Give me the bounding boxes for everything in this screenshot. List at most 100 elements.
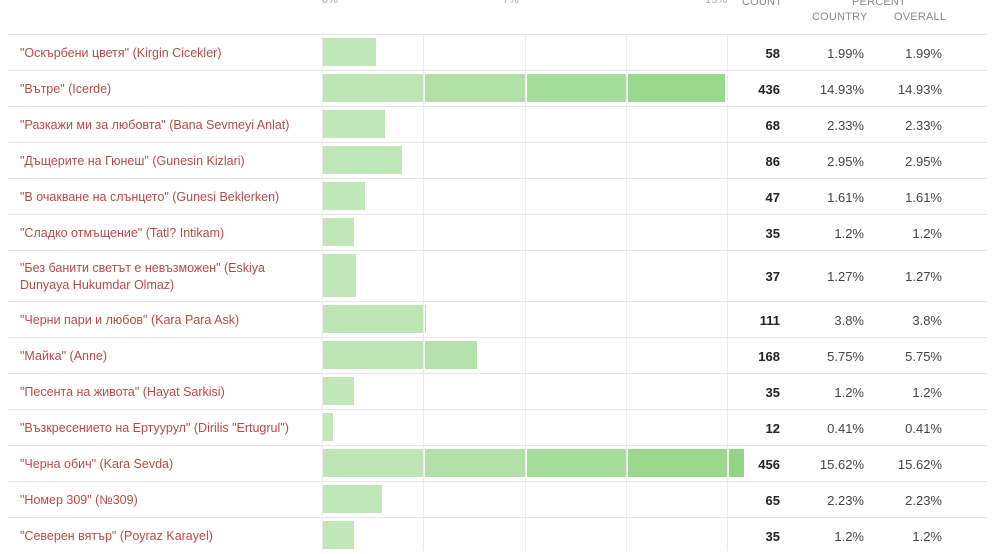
percent-country-value: 15.62%	[819, 456, 864, 472]
row-label-link[interactable]: "Оскърбени цветя" (Kirgin Cicekler)	[20, 35, 310, 71]
bar-segment	[323, 485, 383, 513]
percent-overall-value: 2.33%	[905, 117, 942, 133]
table-row: "Вътре" (Icerde) 436 14.93% 14.93%	[8, 70, 987, 107]
bar-segment	[323, 305, 424, 333]
bar-segment	[323, 38, 376, 66]
row-label-text: "Възкресението на Ертуурул" (Dirilis "Er…	[20, 420, 289, 435]
row-label-text: "Дъщерите на Гюнеш" (Gunesin Kizlari)	[20, 153, 245, 168]
count-value: 35	[765, 225, 780, 241]
row-label-link[interactable]: "Северен вятър" (Poyraz Karayel)	[20, 518, 310, 554]
row-label-link[interactable]: "Майка" (Anne)	[20, 338, 310, 374]
grid-line	[423, 34, 425, 551]
count-value: 35	[765, 528, 780, 544]
count-value: 47	[765, 189, 780, 205]
bar-segment	[526, 449, 626, 477]
count-value: 111	[759, 312, 780, 328]
percent-country-value: 1.2%	[834, 225, 864, 241]
bar-segment	[323, 377, 355, 405]
percent-overall-value: 3.8%	[912, 312, 942, 328]
x-tick-label: 15%	[704, 0, 727, 6]
percent-country-value: 1.2%	[834, 528, 864, 544]
percent-country-value: 0.41%	[827, 420, 864, 436]
x-tick-label: 7%	[503, 0, 519, 6]
percent-overall-value: 14.93%	[897, 81, 942, 97]
bar-segment	[627, 449, 727, 477]
count-value: 37	[765, 269, 780, 284]
table-row: "Майка" (Anne) 168 5.75% 5.75%	[8, 337, 987, 374]
count-value: 68	[765, 117, 780, 133]
row-label-link[interactable]: "Черни пари и любов" (Kara Para Ask)	[20, 302, 310, 338]
bar-segment	[323, 413, 334, 441]
count-value: 456	[758, 456, 780, 472]
table-row: "Дъщерите на Гюнеш" (Gunesin Kizlari) 86 2…	[8, 142, 987, 179]
percent-country-value: 1.2%	[834, 384, 864, 400]
table-row: "В очакване на слънцето" (Gunesi Beklerk…	[8, 178, 987, 215]
percent-overall-value: 1.2%	[912, 528, 942, 544]
row-label-text: "Сладко отмъщение" (Tatl? Intikam)	[20, 225, 225, 240]
row-label-link[interactable]: "Песента на живота" (Hayat Sarkisi)	[20, 374, 310, 410]
grid-line	[727, 34, 728, 551]
percent-overall-value: 0.41%	[905, 420, 942, 436]
count-value: 168	[758, 348, 780, 364]
row-label-text: "Оскърбени цветя" (Kirgin Cicekler)	[20, 45, 222, 60]
count-value: 58	[765, 45, 780, 61]
percent-overall-value: 2.95%	[905, 153, 942, 169]
grid-line	[625, 34, 627, 551]
row-label-link[interactable]: "Номер 309" (№309)	[20, 482, 310, 518]
row-label-link[interactable]: "Без банити светът е невъзможен" (Eskiya…	[20, 251, 310, 302]
row-label-link[interactable]: "Черна обич" (Kara Sevda)	[20, 446, 310, 482]
percent-overall-value: 1.2%	[912, 225, 942, 241]
percent-country-value: 3.8%	[834, 312, 864, 328]
bar-segment	[323, 146, 402, 174]
percent-header: PERCENT	[852, 0, 906, 8]
row-label-text: "Номер 309" (№309)	[20, 492, 138, 507]
bar-segment	[323, 218, 355, 246]
row-label-link[interactable]: "Вътре" (Icerde)	[20, 71, 310, 107]
table-row: "Песента на живота" (Hayat Sarkisi) 35 1.2…	[8, 373, 987, 410]
table-row: "Номер 309" (№309) 65 2.23% 2.23%	[8, 481, 987, 518]
percent-overall-value: 2.23%	[905, 492, 942, 508]
percent-overall-value: 1.27%	[905, 269, 942, 284]
bar-segment	[425, 341, 478, 369]
table-row: "Без банити светът е невъзможен" (Eskiya…	[8, 250, 987, 302]
row-label-text: "Черни пари и любов" (Kara Para Ask)	[20, 312, 240, 327]
bar-segment	[425, 449, 525, 477]
table-row: "Черни пари и любов" (Kara Para Ask) 111 3…	[8, 301, 987, 338]
percent-overall-value: 1.99%	[905, 45, 942, 61]
row-label-text: "Вътре" (Icerde)	[20, 81, 112, 96]
row-label-link[interactable]: "В очакване на слънцето" (Gunesi Beklerk…	[20, 179, 310, 215]
percent-overall-value: 1.2%	[912, 384, 942, 400]
row-label-link[interactable]: "Сладко отмъщение" (Tatl? Intikam)	[20, 215, 310, 251]
table-row: "Черна обич" (Kara Sevda) 456 15.62% 15.62%	[8, 445, 987, 482]
row-label-text: "В очакване на слънцето" (Gunesi Beklerk…	[20, 189, 280, 204]
bar-segment	[729, 449, 744, 477]
bar-segment	[323, 449, 424, 477]
bar-segment	[323, 110, 385, 138]
count-header: COUNT	[742, 0, 783, 8]
row-label-link[interactable]: "Дъщерите на Гюнеш" (Gunesin Kizlari)	[20, 143, 310, 179]
percent-country-value: 1.27%	[827, 269, 864, 284]
count-value: 35	[765, 384, 780, 400]
count-value: 65	[765, 492, 780, 508]
bar-segment	[323, 182, 366, 210]
percent-country-value: 2.95%	[827, 153, 864, 169]
percent-country-value: 5.75%	[827, 348, 864, 364]
count-value: 86	[765, 153, 780, 169]
table-row: "Възкресението на Ертуурул" (Dirilis "Er…	[8, 409, 987, 446]
row-label-link[interactable]: "Разкажи ми за любовта" (Bana Sevmeyi An…	[20, 107, 310, 143]
grid-line	[524, 34, 526, 551]
table-row: "Северен вятър" (Poyraz Karayel) 35 1.2% 1.…	[8, 517, 987, 554]
count-value: 12	[765, 420, 780, 436]
table-row: "Разкажи ми за любовта" (Bana Sevmeyi An…	[8, 106, 987, 143]
percent-country-value: 14.93%	[819, 81, 864, 97]
overall-header: OVERALL	[894, 11, 947, 23]
table-row: "Оскърбени цветя" (Kirgin Cicekler) 58 1.9…	[8, 34, 987, 71]
row-label-link[interactable]: "Възкресението на Ертуурул" (Dirilis "Er…	[20, 410, 310, 446]
bar-segment	[425, 74, 525, 102]
bar-segment	[627, 74, 726, 102]
percent-overall-value: 1.61%	[905, 189, 942, 205]
bar-segment	[323, 254, 357, 297]
row-label-text: "Без банити светът е невъзможен" (Eskiya…	[20, 260, 265, 292]
percent-country-value: 1.99%	[827, 45, 864, 61]
bar-segment	[323, 521, 355, 549]
